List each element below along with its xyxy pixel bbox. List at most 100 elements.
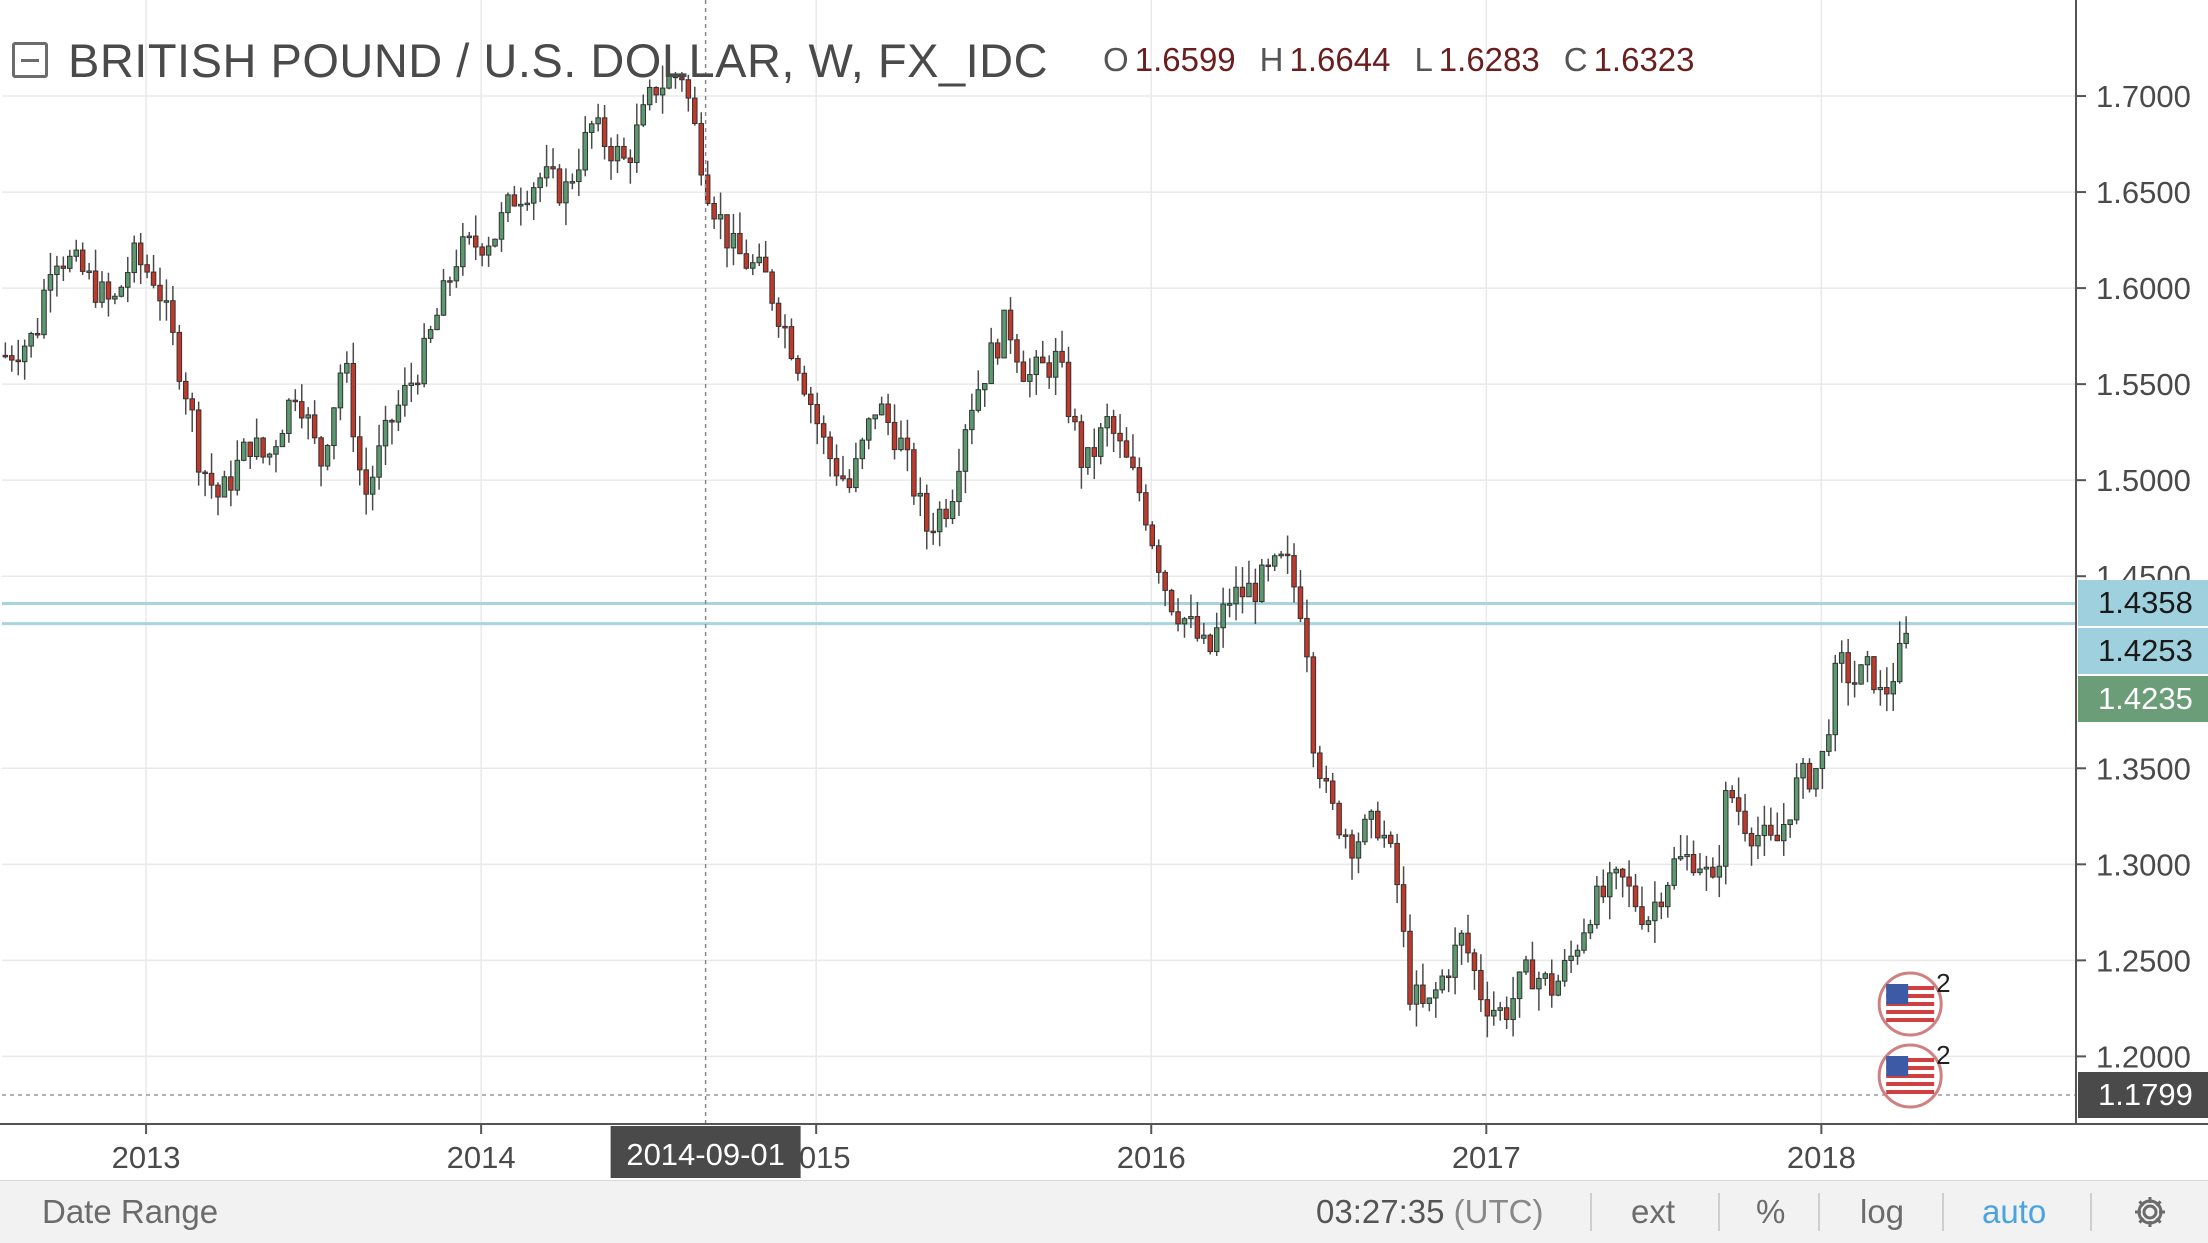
flag-stripe <box>1886 1082 1935 1086</box>
candle <box>1561 949 1568 987</box>
candle <box>859 437 866 470</box>
candle <box>1007 297 1014 354</box>
candle <box>1523 955 1529 975</box>
candle <box>241 438 247 462</box>
candle <box>131 235 137 283</box>
candle-body <box>524 202 531 206</box>
candle <box>872 414 878 430</box>
candle <box>472 215 479 261</box>
candle <box>1858 664 1864 685</box>
candle-body <box>60 265 67 269</box>
date-range-button[interactable]: Date Range <box>42 1193 219 1230</box>
candle <box>1458 930 1465 965</box>
flag-stripe <box>1886 1090 1935 1094</box>
candle <box>846 469 853 493</box>
candle <box>1581 918 1587 954</box>
candle-body <box>569 181 576 184</box>
candle <box>1001 309 1007 359</box>
candle <box>286 398 292 443</box>
time-tick-label: 2017 <box>1452 1140 1521 1175</box>
candle <box>112 293 118 305</box>
candle <box>1426 997 1433 1012</box>
candle-body <box>1110 416 1117 434</box>
candle-body <box>820 423 827 438</box>
candle <box>1413 970 1420 1027</box>
candle-body <box>1201 634 1207 639</box>
candle-body <box>756 256 762 264</box>
collapse-legend-button[interactable] <box>12 42 48 78</box>
candle-body <box>1052 350 1059 378</box>
candle <box>924 484 930 550</box>
candle-body <box>672 75 679 79</box>
candle <box>1813 768 1819 797</box>
candle <box>54 255 60 297</box>
candle <box>202 470 208 497</box>
economic-events[interactable]: 22 <box>1877 968 1951 1109</box>
candle-body <box>73 249 79 257</box>
candle-body <box>588 123 595 133</box>
settings-gear-icon[interactable] <box>2132 1194 2168 1230</box>
candle-body <box>1039 356 1046 364</box>
candle-body <box>627 157 634 164</box>
candle <box>9 345 15 372</box>
candle <box>1297 570 1304 623</box>
log-toggle[interactable]: log <box>1860 1193 1905 1230</box>
candle <box>1619 867 1626 898</box>
candle <box>1664 881 1671 918</box>
candle <box>795 355 801 381</box>
candle-body <box>453 266 460 282</box>
candle-body <box>1774 834 1781 842</box>
symbol-title[interactable]: BRITISH POUND / U.S. DOLLAR, W, FX_IDC <box>68 33 1049 87</box>
candle <box>434 307 440 331</box>
candle <box>1027 358 1033 398</box>
candle <box>298 384 305 429</box>
candle-body <box>885 403 891 423</box>
candle <box>576 148 582 196</box>
candle-body <box>1246 582 1252 598</box>
candle-body <box>1465 932 1471 954</box>
candle-body <box>1690 853 1697 874</box>
candle-body <box>202 471 208 475</box>
clock[interactable]: 03:27:35 (UTC) <box>1316 1193 1544 1230</box>
candle <box>337 364 344 421</box>
candle <box>904 419 911 472</box>
candle <box>1645 916 1652 933</box>
price-tick-label: 1.7000 <box>2096 79 2191 114</box>
flag-stripe <box>1886 1058 1935 1062</box>
candle <box>981 383 988 407</box>
candle <box>917 477 924 517</box>
price-chart[interactable]: 1.70001.65001.60001.55001.50001.45001.35… <box>0 0 2208 1180</box>
candle <box>215 482 221 516</box>
candle-body <box>1510 998 1516 1021</box>
auto-toggle[interactable]: auto <box>1982 1193 2047 1230</box>
candle <box>1433 982 1439 1018</box>
economic-event-marker[interactable]: 2 <box>1877 1040 1951 1109</box>
percent-toggle[interactable]: % <box>1756 1193 1786 1230</box>
candle <box>208 453 215 499</box>
economic-event-marker[interactable]: 2 <box>1877 968 1951 1037</box>
candle <box>679 72 685 92</box>
ext-toggle[interactable]: ext <box>1631 1193 1676 1230</box>
candle <box>724 214 730 268</box>
candle <box>67 249 73 273</box>
candle <box>1220 587 1226 648</box>
candle <box>1078 414 1085 489</box>
candle <box>1806 758 1813 793</box>
candle <box>1059 330 1065 368</box>
candle <box>253 418 260 460</box>
candle <box>1246 560 1252 598</box>
candle-body <box>1826 734 1832 752</box>
candle-body <box>1503 1007 1510 1021</box>
candle-body <box>1155 545 1162 573</box>
candle-body <box>498 212 505 240</box>
candle-body <box>1130 456 1136 469</box>
candle <box>563 168 569 226</box>
price-tick-label: 1.2500 <box>2096 943 2191 978</box>
candle-body <box>1420 984 1426 1004</box>
candle-body <box>969 409 975 431</box>
price-axis[interactable]: 1.70001.65001.60001.55001.50001.45001.35… <box>2076 79 2191 1074</box>
candle <box>956 448 962 516</box>
candle <box>1774 812 1781 842</box>
candle <box>1896 621 1903 684</box>
